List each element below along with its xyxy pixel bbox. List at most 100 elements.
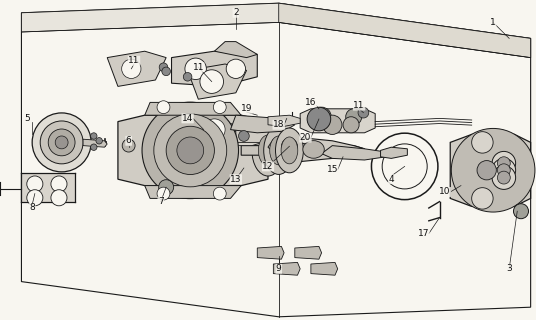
Polygon shape	[172, 51, 257, 86]
Text: 12: 12	[262, 162, 274, 171]
Polygon shape	[273, 262, 300, 275]
Text: 11: 11	[128, 56, 140, 65]
Polygon shape	[322, 146, 386, 160]
Circle shape	[281, 138, 297, 154]
Polygon shape	[225, 130, 263, 146]
Text: 3: 3	[507, 264, 512, 273]
Circle shape	[307, 107, 331, 131]
Text: 10: 10	[439, 188, 451, 196]
Text: 20: 20	[300, 133, 311, 142]
Circle shape	[346, 109, 362, 125]
Circle shape	[239, 131, 249, 141]
Text: 15: 15	[326, 165, 338, 174]
Polygon shape	[279, 3, 531, 58]
Text: 1: 1	[490, 18, 496, 27]
Circle shape	[497, 164, 510, 177]
Circle shape	[213, 187, 226, 200]
Text: 11: 11	[192, 63, 204, 72]
Text: 14: 14	[182, 114, 193, 123]
Circle shape	[185, 58, 206, 79]
Text: 6: 6	[126, 136, 131, 145]
Circle shape	[162, 67, 170, 76]
Circle shape	[91, 144, 97, 150]
Polygon shape	[284, 136, 364, 162]
Circle shape	[213, 101, 226, 114]
Polygon shape	[241, 146, 364, 155]
Circle shape	[27, 176, 43, 192]
Circle shape	[51, 190, 67, 206]
Ellipse shape	[264, 126, 294, 174]
Circle shape	[226, 59, 245, 78]
Circle shape	[513, 204, 528, 219]
Circle shape	[492, 166, 516, 189]
Circle shape	[51, 176, 67, 192]
Ellipse shape	[252, 125, 284, 176]
Circle shape	[96, 138, 102, 144]
Circle shape	[55, 136, 68, 149]
Circle shape	[472, 188, 493, 209]
Text: 9: 9	[276, 264, 281, 273]
Polygon shape	[21, 3, 531, 317]
Circle shape	[183, 73, 192, 81]
Circle shape	[159, 180, 174, 195]
Circle shape	[492, 151, 516, 175]
Circle shape	[204, 119, 225, 140]
Circle shape	[157, 187, 170, 200]
Circle shape	[312, 107, 331, 126]
Circle shape	[48, 129, 75, 156]
Text: 5: 5	[24, 114, 29, 123]
Circle shape	[157, 101, 170, 114]
Circle shape	[91, 133, 97, 139]
Polygon shape	[268, 115, 300, 126]
Polygon shape	[188, 64, 247, 99]
Polygon shape	[145, 102, 241, 115]
Polygon shape	[300, 109, 375, 133]
Polygon shape	[107, 51, 166, 86]
Polygon shape	[295, 246, 322, 259]
Polygon shape	[450, 134, 531, 206]
Text: 4: 4	[389, 175, 394, 184]
Circle shape	[472, 132, 493, 153]
Ellipse shape	[276, 128, 303, 173]
Circle shape	[323, 115, 342, 134]
Polygon shape	[268, 139, 311, 154]
Circle shape	[451, 128, 535, 212]
Circle shape	[497, 171, 510, 184]
Text: 11: 11	[353, 101, 365, 110]
Circle shape	[166, 126, 214, 174]
Text: 8: 8	[29, 204, 35, 212]
Circle shape	[40, 121, 83, 164]
Circle shape	[154, 114, 227, 187]
Ellipse shape	[303, 140, 324, 158]
Circle shape	[497, 157, 510, 170]
Circle shape	[27, 190, 43, 206]
Polygon shape	[118, 115, 268, 186]
Polygon shape	[214, 42, 257, 58]
Polygon shape	[83, 139, 107, 147]
Polygon shape	[21, 173, 75, 202]
Polygon shape	[193, 120, 236, 139]
Circle shape	[358, 107, 369, 118]
Circle shape	[343, 117, 359, 133]
Circle shape	[159, 63, 168, 71]
Ellipse shape	[281, 137, 298, 164]
Circle shape	[200, 70, 224, 93]
Circle shape	[122, 139, 135, 152]
Circle shape	[492, 158, 516, 182]
Text: 18: 18	[273, 120, 285, 129]
Circle shape	[177, 137, 204, 164]
Ellipse shape	[270, 136, 288, 165]
Polygon shape	[381, 147, 407, 158]
Text: 19: 19	[241, 104, 252, 113]
Text: 2: 2	[233, 8, 239, 17]
Circle shape	[477, 161, 496, 180]
Polygon shape	[230, 115, 295, 133]
Circle shape	[122, 59, 141, 78]
Polygon shape	[21, 3, 531, 58]
Text: 17: 17	[418, 229, 429, 238]
Polygon shape	[311, 262, 338, 275]
Text: 7: 7	[158, 197, 163, 206]
Polygon shape	[257, 246, 284, 259]
Ellipse shape	[258, 135, 278, 166]
Text: 16: 16	[305, 98, 317, 107]
